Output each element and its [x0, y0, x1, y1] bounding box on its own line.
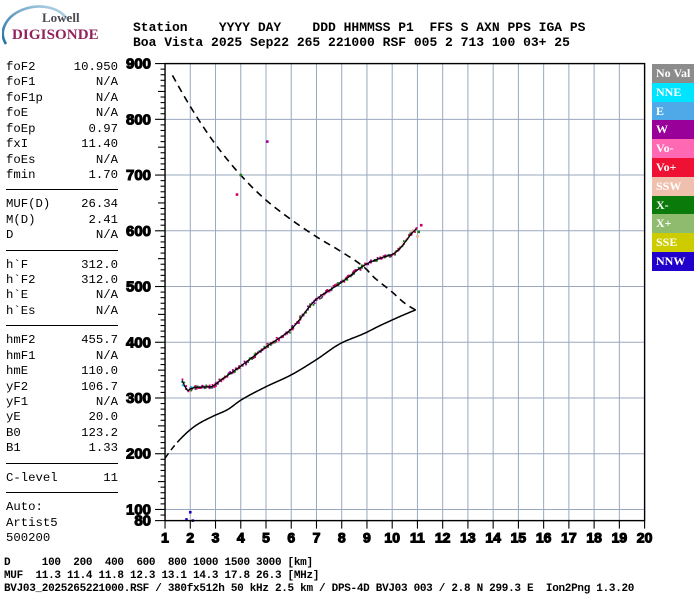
svg-text:600: 600 [126, 223, 151, 240]
svg-text:3: 3 [212, 530, 220, 546]
svg-text:13: 13 [460, 530, 476, 546]
svg-text:5: 5 [262, 530, 270, 546]
svg-text:500: 500 [126, 279, 151, 296]
svg-text:8: 8 [338, 530, 346, 546]
svg-text:4: 4 [237, 530, 245, 546]
svg-text:19: 19 [612, 530, 628, 546]
svg-text:400: 400 [126, 334, 151, 351]
svg-text:900: 900 [126, 56, 151, 73]
svg-text:1: 1 [161, 530, 169, 546]
svg-text:14: 14 [485, 530, 501, 546]
svg-text:6: 6 [287, 530, 295, 546]
svg-text:20: 20 [637, 530, 653, 546]
svg-text:12: 12 [435, 530, 451, 546]
svg-text:9: 9 [363, 530, 371, 546]
svg-text:18: 18 [586, 530, 602, 546]
svg-text:16: 16 [536, 530, 552, 546]
svg-text:200: 200 [126, 446, 151, 463]
svg-text:300: 300 [126, 390, 151, 407]
svg-text:800: 800 [126, 111, 151, 128]
svg-text:2: 2 [186, 530, 194, 546]
svg-text:10: 10 [384, 530, 400, 546]
svg-text:7: 7 [313, 530, 321, 546]
svg-text:17: 17 [561, 530, 577, 546]
svg-text:11: 11 [410, 530, 425, 546]
svg-text:100: 100 [126, 501, 151, 518]
svg-text:15: 15 [511, 530, 527, 546]
svg-text:700: 700 [126, 167, 151, 184]
